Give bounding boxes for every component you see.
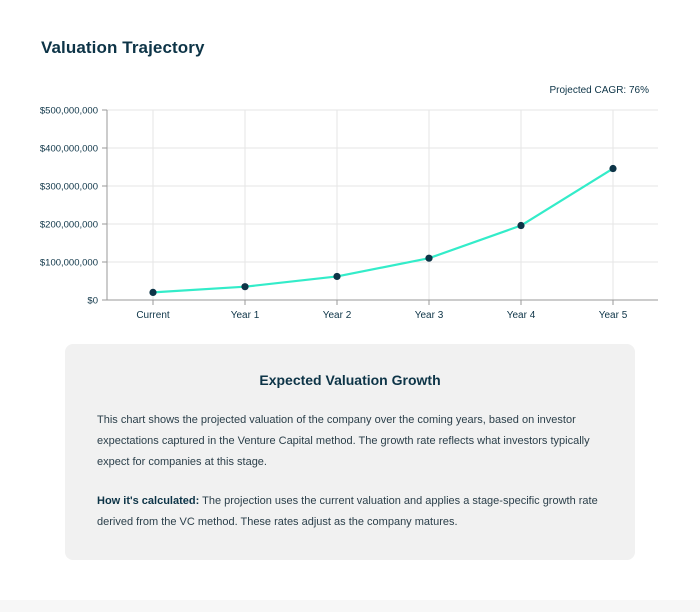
y-tick-label: $400,000,000	[40, 144, 98, 155]
data-point	[517, 221, 525, 230]
footer-strip	[0, 600, 700, 612]
x-tick-labels: Current Year 1 Year 2 Year 3 Year 4 Year 5	[136, 310, 627, 321]
how-text: The projection uses the current valuatio…	[97, 495, 598, 528]
horizontal-gridlines	[107, 109, 658, 263]
y-tick-labels: $0 $100,000,000 $200,000,000 $300,000,000 $4…	[40, 106, 98, 307]
y-tick-label: $500,000,000	[40, 106, 98, 117]
vertical-gridlines	[152, 110, 614, 300]
x-tick-label: Year 4	[507, 310, 536, 321]
info-description: This chart shows the projected valuation…	[97, 414, 590, 468]
data-point	[241, 283, 249, 291]
cagr-label: Projected CAGR: 76%	[549, 85, 650, 96]
info-calculation: How it's calculated: The projection uses…	[97, 491, 603, 533]
data-points	[149, 164, 617, 296]
x-tick-label: Year 1	[231, 310, 260, 321]
info-title: Expected Valuation Growth	[259, 372, 441, 388]
series-line	[152, 167, 614, 294]
data-point	[609, 164, 617, 173]
y-tick-label: $100,000,000	[40, 258, 98, 269]
valuation-chart: $0 $100,000,000 $200,000,000 $300,000,000 $4…	[40, 106, 658, 321]
x-tick-label: Year 3	[415, 310, 444, 321]
data-point	[333, 272, 341, 281]
series-line-0	[152, 167, 614, 294]
axes	[102, 109, 658, 305]
info-card: Expected Valuation Growth This chart sho…	[65, 344, 635, 560]
x-tick-label: Year 5	[599, 310, 628, 321]
y-tick-label: $200,000,000	[40, 220, 98, 231]
y-tick-label: $0	[87, 296, 98, 307]
x-tick-label: Current	[136, 310, 170, 321]
how-label: How it's calculated:	[97, 495, 200, 507]
page-title: Valuation Trajectory	[41, 38, 205, 57]
data-point	[425, 254, 433, 262]
data-point	[149, 288, 157, 296]
x-tick-label: Year 2	[323, 310, 352, 321]
y-tick-label: $300,000,000	[40, 182, 98, 193]
